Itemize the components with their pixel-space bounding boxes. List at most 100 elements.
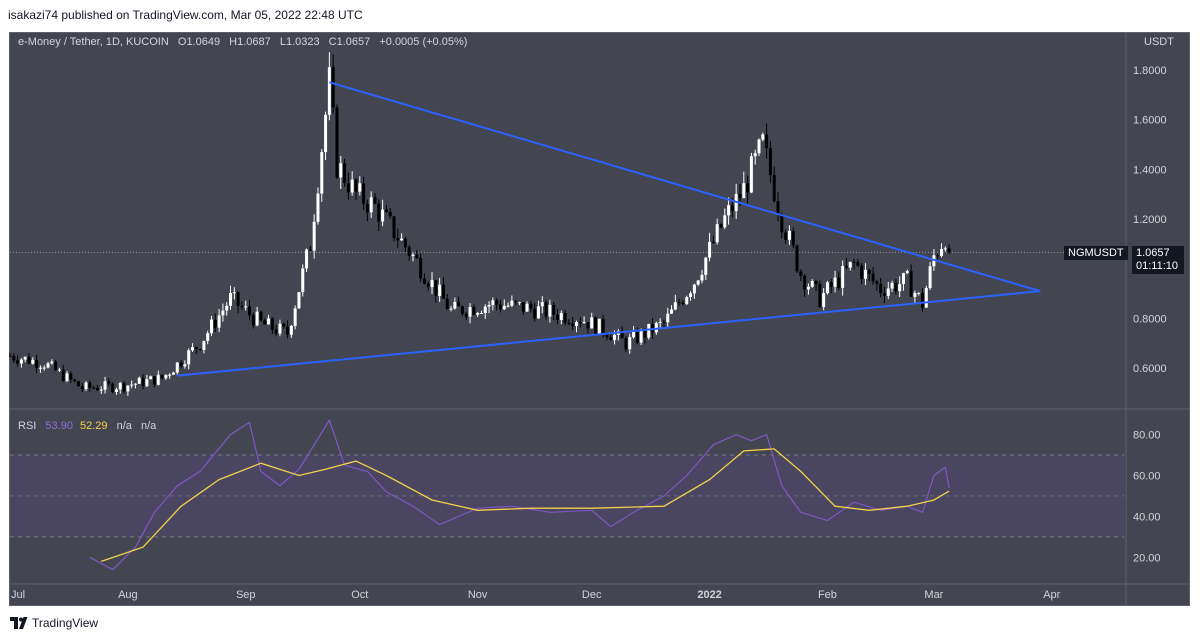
candle-body bbox=[419, 258, 423, 279]
candle-body bbox=[757, 139, 761, 154]
candle-body bbox=[289, 325, 293, 335]
candle-body bbox=[213, 319, 217, 328]
candle-body bbox=[190, 347, 194, 351]
time-tick-label: Dec bbox=[582, 589, 602, 601]
candle-body bbox=[643, 330, 647, 338]
candle-body bbox=[875, 281, 879, 284]
candle-body bbox=[350, 179, 354, 193]
candle-body bbox=[152, 376, 156, 385]
tradingview-logo-icon bbox=[10, 617, 28, 629]
candle-body bbox=[841, 266, 845, 288]
candle-body bbox=[936, 255, 940, 257]
candle-body bbox=[69, 373, 73, 380]
bar-countdown: 01:11:10 bbox=[1136, 260, 1179, 272]
candle-body bbox=[742, 183, 746, 199]
rsi-ma-line bbox=[100, 448, 950, 563]
candle-body bbox=[426, 283, 430, 288]
candle-body bbox=[704, 257, 708, 275]
candle-body bbox=[856, 261, 860, 266]
time-tick-label: Feb bbox=[818, 589, 837, 601]
time-tick-label: Oct bbox=[351, 589, 368, 601]
candle-body bbox=[114, 389, 118, 392]
candle-body bbox=[844, 266, 848, 268]
chart-canvas[interactable]: 1.8000 1.6000 1.4000 1.2000 0.8000 0.6000 80.0… bbox=[9, 32, 1190, 606]
candle-body bbox=[863, 269, 867, 279]
candle-body bbox=[559, 313, 563, 320]
candle-body bbox=[407, 247, 411, 256]
candle-body bbox=[267, 318, 271, 325]
candle-body bbox=[909, 271, 913, 297]
candle-body bbox=[73, 379, 77, 382]
candle-body bbox=[422, 278, 426, 284]
rsi-ma-value: 52.29 bbox=[80, 420, 108, 432]
candle-body bbox=[472, 307, 476, 315]
candle-body bbox=[886, 288, 890, 296]
candle-body bbox=[670, 309, 674, 314]
candle-body bbox=[445, 298, 449, 310]
change-value: +0.0005 (+0.05%) bbox=[379, 36, 468, 48]
candle-body bbox=[491, 300, 495, 306]
candle-body bbox=[457, 301, 461, 307]
candle-body bbox=[787, 230, 791, 240]
candle-body bbox=[822, 293, 826, 308]
candle-body bbox=[502, 305, 506, 310]
candle-body bbox=[882, 292, 886, 296]
high-label: H bbox=[229, 36, 238, 48]
candle-body bbox=[19, 359, 23, 364]
candle-body bbox=[377, 203, 381, 222]
candle-body bbox=[206, 333, 210, 341]
candle-body bbox=[133, 383, 137, 385]
candle-body bbox=[244, 306, 248, 308]
candle-body bbox=[681, 302, 685, 305]
candle-body bbox=[46, 363, 50, 368]
candle-body bbox=[586, 322, 590, 329]
candle-body bbox=[521, 302, 525, 312]
candle-body bbox=[715, 224, 719, 243]
candle-body bbox=[894, 282, 898, 292]
candle-body bbox=[563, 313, 567, 323]
candle-body bbox=[552, 304, 556, 315]
candle-body bbox=[837, 277, 841, 288]
symbol-title: e-Money / Tether, 1D, KUCOIN bbox=[18, 36, 169, 48]
rsi-legend[interactable]: RSI 53.90 52.29 n/a n/a bbox=[18, 420, 156, 432]
candle-body bbox=[12, 355, 16, 361]
candle-body bbox=[430, 280, 434, 288]
candle-body bbox=[529, 303, 533, 309]
rsi-title: RSI bbox=[18, 420, 37, 432]
candle-body bbox=[692, 284, 696, 294]
candle-body bbox=[601, 318, 605, 334]
candle-body bbox=[441, 284, 445, 299]
symbol-legend[interactable]: e-Money / Tether, 1D, KUCOIN O1.0649 H1.… bbox=[18, 36, 467, 48]
candle-body bbox=[738, 193, 742, 199]
candle-body bbox=[555, 314, 559, 320]
candle-body bbox=[571, 323, 575, 326]
candle-body bbox=[42, 367, 46, 369]
candle-body bbox=[510, 300, 514, 306]
candle-body bbox=[107, 381, 111, 384]
candle-body bbox=[61, 369, 65, 382]
rsi-value: 53.90 bbox=[45, 420, 73, 432]
rsi-upper-band-value: n/a bbox=[116, 420, 132, 432]
candle-body bbox=[487, 305, 491, 307]
candle-body bbox=[620, 331, 624, 339]
candle-body bbox=[635, 331, 639, 343]
candle-body bbox=[639, 330, 643, 343]
candle-body bbox=[149, 376, 153, 380]
candle-body bbox=[905, 271, 909, 274]
candle-body bbox=[449, 308, 453, 310]
candle-body bbox=[536, 306, 540, 319]
close-label: C bbox=[328, 36, 337, 48]
candle-body bbox=[9, 355, 12, 357]
candle-body bbox=[666, 313, 670, 323]
candle-body bbox=[358, 183, 362, 192]
candle-body bbox=[609, 337, 613, 341]
candle-body bbox=[80, 386, 84, 390]
candle-body bbox=[343, 163, 347, 184]
candle-body bbox=[270, 318, 274, 330]
candle-body bbox=[400, 238, 404, 241]
candle-body bbox=[514, 300, 518, 303]
candle-body bbox=[495, 300, 499, 305]
candle-body bbox=[95, 388, 99, 391]
candle-body bbox=[582, 322, 586, 324]
candle-body bbox=[384, 209, 388, 212]
